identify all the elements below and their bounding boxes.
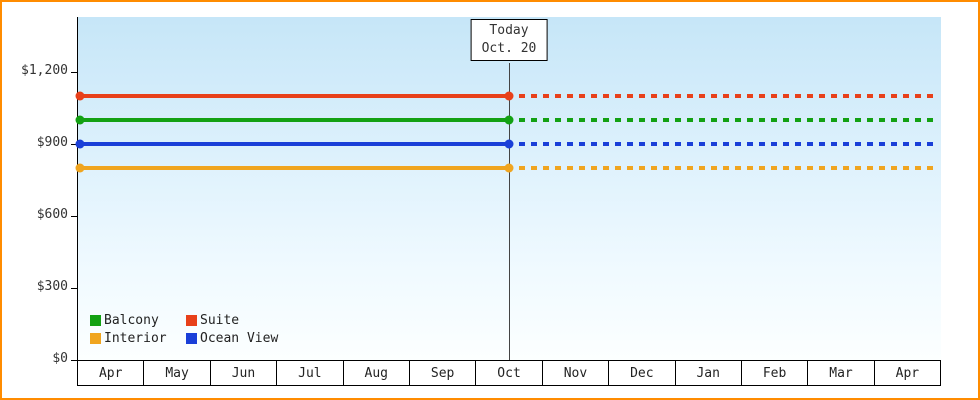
legend-label: Interior (104, 331, 167, 346)
legend-swatch-icon (90, 333, 101, 344)
x-axis-label-6: Oct (475, 360, 543, 386)
legend-item-ocean-view: Ocean View (186, 331, 278, 346)
series-start-dot-interior (75, 163, 85, 173)
x-axis-label-5: Sep (408, 360, 477, 386)
y-tick-label: $600 (36, 207, 68, 222)
x-axis-label-10: Feb (740, 360, 809, 386)
legend-swatch-icon (186, 333, 197, 344)
x-axis-label-7: Nov (541, 360, 610, 386)
x-axis-label-9: Jan (674, 360, 742, 386)
chart-canvas (71, 17, 935, 361)
series-today-dot-interior (504, 163, 514, 173)
series-today-dot-suite (504, 91, 514, 101)
today-label-line2: Oct. 20 (481, 41, 537, 56)
y-tick-label: $0 (52, 351, 68, 366)
legend-item-balcony: Balcony (90, 313, 186, 328)
x-axis-label-11: Mar (807, 360, 875, 386)
legend-label: Ocean View (200, 331, 279, 346)
y-tick-label: $300 (36, 279, 68, 294)
series-start-dot-ocean-view (75, 139, 85, 149)
plot-area (71, 17, 941, 361)
y-tick-label: $900 (36, 135, 68, 150)
today-marker-label: Today Oct. 20 (470, 19, 548, 61)
legend-label: Suite (200, 313, 240, 328)
x-axis-label-2: Jun (209, 360, 278, 386)
x-axis-label-12: Apr (873, 360, 942, 386)
today-label-line1: Today (489, 23, 529, 38)
series-today-dot-balcony (504, 115, 514, 125)
x-axis-label-4: Aug (342, 360, 410, 386)
legend-label: Balcony (104, 313, 159, 328)
x-axis-label-8: Dec (608, 360, 676, 386)
legend-swatch-icon (90, 315, 101, 326)
x-axis-label-3: Jul (276, 360, 344, 386)
series-start-dot-suite (75, 91, 85, 101)
x-axis-label-1: May (143, 360, 211, 386)
series-start-dot-balcony (75, 115, 85, 125)
legend-swatch-icon (186, 315, 197, 326)
legend: Balcony Suite Interior Ocean View (90, 313, 278, 346)
y-axis: $0 $300 $600 $900 $1,200 (2, 2, 70, 398)
y-tick-label: $1,200 (21, 63, 68, 78)
legend-item-suite: Suite (186, 313, 278, 328)
legend-item-interior: Interior (90, 331, 186, 346)
x-axis-label-0: Apr (77, 360, 145, 386)
x-axis: Apr May Jun Jul Aug Sep Oct Nov Dec Jan Feb Mar Apr (77, 360, 942, 386)
series-today-dot-ocean-view (504, 139, 514, 149)
